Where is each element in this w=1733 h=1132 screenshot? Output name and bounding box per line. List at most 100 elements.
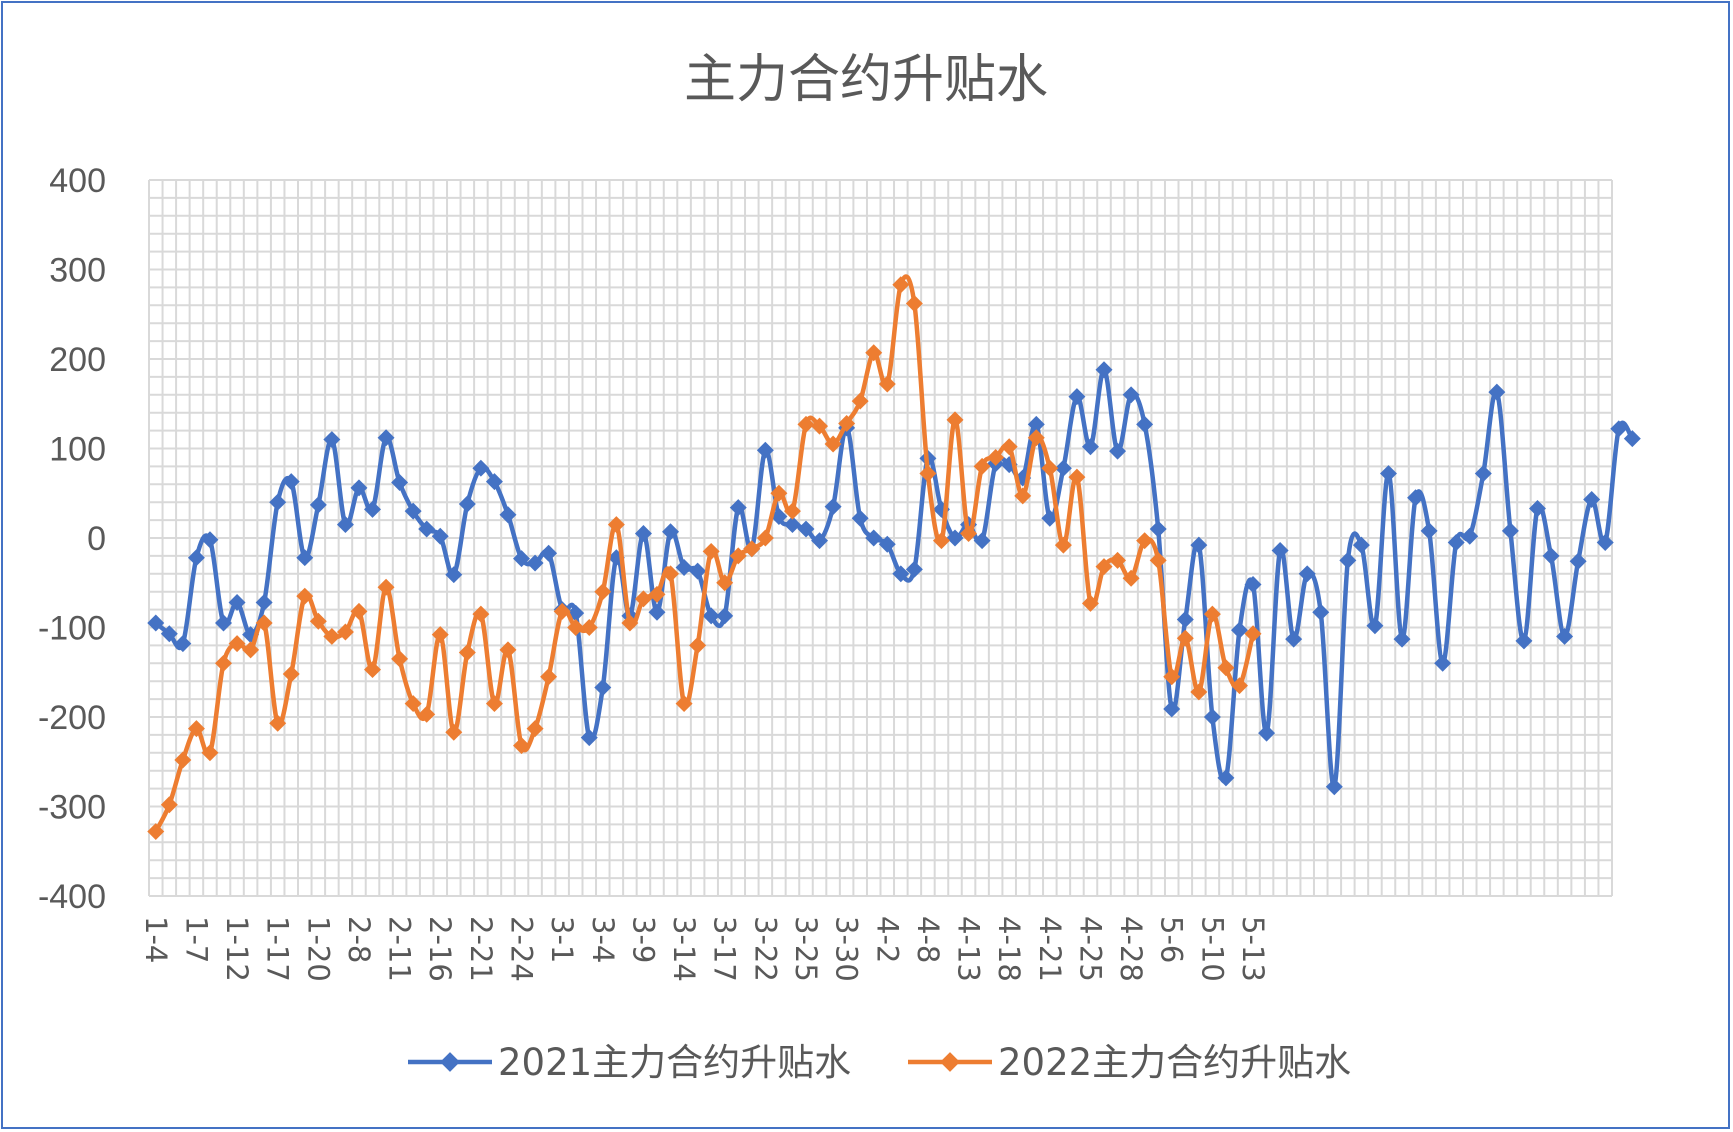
data-point bbox=[1393, 630, 1411, 648]
data-point bbox=[1447, 533, 1465, 551]
x-tick-label: 3-4 bbox=[586, 916, 620, 963]
data-point bbox=[865, 529, 883, 547]
data-point bbox=[580, 729, 598, 747]
x-tick-label: 3-9 bbox=[626, 916, 660, 963]
x-tick-label: 1-7 bbox=[179, 916, 213, 963]
legend-label: 2022主力合约升贴水 bbox=[998, 1041, 1351, 1084]
data-point bbox=[282, 473, 300, 491]
data-point bbox=[1596, 533, 1614, 551]
data-point bbox=[1109, 551, 1127, 569]
y-tick-label: 100 bbox=[49, 431, 106, 469]
series-1 bbox=[147, 361, 1641, 796]
data-point bbox=[1366, 617, 1384, 635]
chart-title: 主力合约升贴水 bbox=[684, 50, 1048, 110]
data-point bbox=[513, 737, 531, 755]
data-point bbox=[364, 661, 381, 679]
data-point bbox=[1258, 724, 1276, 742]
data-point bbox=[323, 627, 341, 645]
data-point bbox=[648, 603, 666, 621]
data-point bbox=[513, 550, 531, 568]
x-tick-label: 5-10 bbox=[1195, 916, 1229, 982]
data-point bbox=[1230, 621, 1248, 639]
x-tick-label: 2-21 bbox=[464, 916, 498, 982]
data-point bbox=[445, 723, 463, 741]
series-2 bbox=[147, 274, 1262, 841]
data-point bbox=[567, 619, 585, 636]
data-point bbox=[215, 614, 232, 632]
data-point bbox=[418, 520, 436, 538]
legend-item-2: 2022主力合约升贴水 bbox=[908, 1041, 1351, 1084]
data-point bbox=[404, 502, 422, 520]
x-tick-label: 1-4 bbox=[139, 916, 173, 963]
data-point bbox=[580, 619, 598, 636]
data-point bbox=[607, 516, 625, 534]
data-point bbox=[960, 525, 978, 543]
data-point bbox=[201, 744, 219, 762]
x-tick-label: 2-24 bbox=[505, 916, 539, 982]
x-tick-label: 5-13 bbox=[1236, 916, 1270, 982]
data-point bbox=[702, 542, 720, 560]
data-point bbox=[878, 535, 896, 553]
data-point bbox=[932, 532, 950, 550]
data-point bbox=[1501, 522, 1519, 540]
data-point bbox=[1095, 558, 1113, 576]
data-point bbox=[851, 509, 869, 527]
data-point bbox=[215, 654, 232, 672]
x-tick-label: 2-8 bbox=[342, 916, 376, 963]
data-point bbox=[350, 479, 368, 497]
x-tick-label: 4-28 bbox=[1114, 916, 1148, 982]
data-point bbox=[756, 529, 774, 547]
data-point bbox=[296, 549, 314, 567]
data-point bbox=[1149, 551, 1167, 569]
data-point bbox=[1230, 677, 1248, 695]
data-point bbox=[783, 516, 801, 534]
legend-marker bbox=[940, 1052, 960, 1072]
data-point bbox=[336, 516, 354, 534]
x-tick-label: 4-21 bbox=[1033, 916, 1067, 982]
x-tick-label: 4-2 bbox=[870, 916, 904, 963]
data-point bbox=[648, 585, 666, 603]
data-point bbox=[485, 473, 503, 491]
data-point bbox=[797, 415, 815, 433]
data-point bbox=[1461, 527, 1479, 545]
x-tick-label: 2-11 bbox=[383, 916, 417, 982]
data-point bbox=[526, 554, 544, 572]
data-point bbox=[729, 499, 747, 517]
data-point bbox=[174, 635, 192, 653]
data-point bbox=[1122, 569, 1140, 587]
x-tick-label: 1-17 bbox=[261, 916, 295, 982]
x-tick-label: 1-12 bbox=[220, 916, 254, 982]
x-tick-label: 3-22 bbox=[748, 916, 782, 982]
data-point bbox=[269, 714, 287, 732]
data-point bbox=[824, 435, 842, 453]
data-point bbox=[147, 823, 165, 841]
x-tick-label: 4-25 bbox=[1073, 916, 1107, 982]
legend: 2021主力合约升贴水 2022主力合约升贴水 bbox=[408, 1041, 1351, 1084]
data-point bbox=[824, 498, 842, 516]
data-point bbox=[553, 602, 571, 620]
data-point bbox=[458, 495, 476, 513]
data-point bbox=[634, 590, 652, 608]
data-point bbox=[228, 593, 246, 611]
data-point bbox=[1190, 683, 1208, 701]
data-point bbox=[1081, 594, 1099, 612]
data-point bbox=[160, 796, 178, 814]
data-point bbox=[946, 529, 964, 547]
data-point bbox=[662, 523, 680, 541]
data-point bbox=[1434, 654, 1452, 672]
data-point bbox=[458, 644, 476, 662]
data-point bbox=[634, 525, 652, 543]
data-point bbox=[485, 695, 503, 713]
data-point bbox=[689, 636, 707, 654]
data-point bbox=[1569, 552, 1587, 570]
x-tick-label: 4-18 bbox=[992, 916, 1026, 982]
data-point bbox=[540, 544, 558, 562]
data-point bbox=[1244, 576, 1262, 594]
data-point bbox=[770, 484, 788, 502]
x-tick-label: 3-14 bbox=[667, 916, 701, 982]
data-point bbox=[1163, 700, 1181, 718]
data-point bbox=[594, 583, 612, 601]
data-point bbox=[1352, 536, 1370, 554]
y-tick-label: 200 bbox=[49, 341, 106, 379]
